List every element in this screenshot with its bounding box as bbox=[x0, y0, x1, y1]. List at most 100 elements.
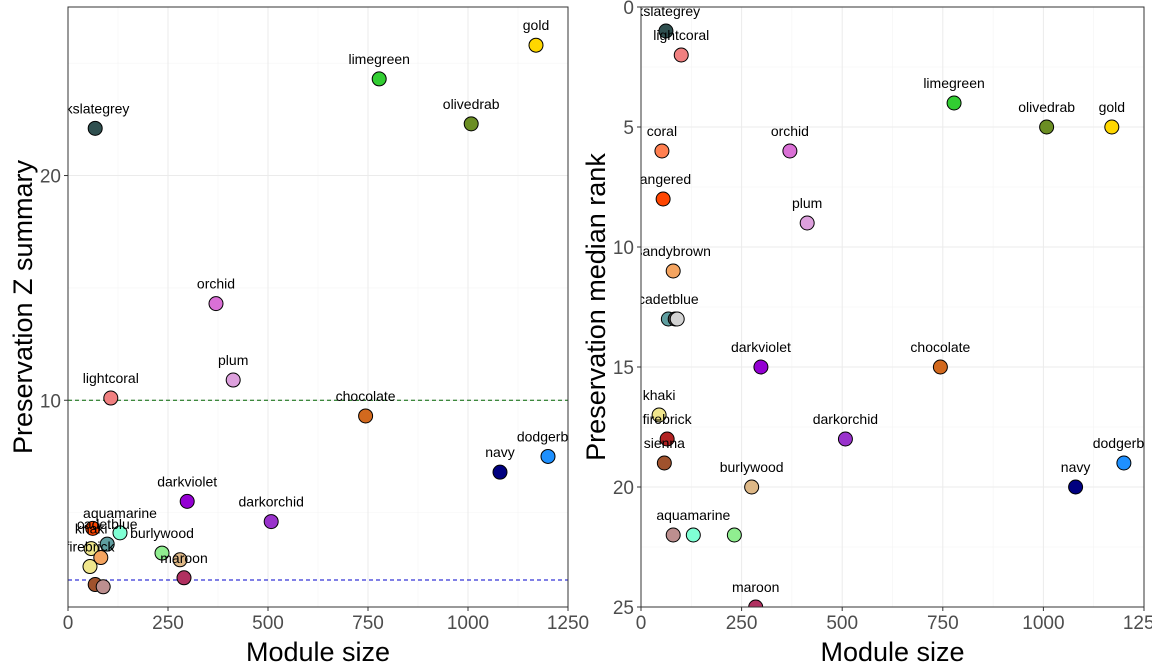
y-tick-label: 0 bbox=[623, 0, 634, 19]
data-label: cadetblue bbox=[638, 291, 699, 307]
y-axis-title: Preservation Z summary bbox=[8, 159, 38, 454]
data-label: rkslategrey bbox=[632, 3, 700, 19]
data-label: limegreen bbox=[923, 75, 984, 91]
data-point-limegreen bbox=[371, 71, 387, 87]
data-point-darkviolet bbox=[753, 359, 769, 375]
data-point bbox=[665, 527, 681, 543]
data-point-aquamarine bbox=[685, 527, 701, 543]
data-label: sandybrown bbox=[635, 243, 711, 259]
data-label: chocolate bbox=[910, 339, 970, 355]
x-tick-label: 500 bbox=[252, 613, 284, 634]
data-label: olivedrab bbox=[1018, 99, 1075, 115]
data-label: burlywood bbox=[720, 459, 784, 475]
data-point-lightcoral bbox=[103, 390, 119, 406]
data-point-chocolate bbox=[932, 359, 948, 375]
data-points: gold limegreen olivedrab rkslategrey orchid p… bbox=[61, 17, 568, 595]
data-points: rkslategrey lightcoral limegreen olivedrab g… bbox=[632, 3, 1152, 607]
data-label: navy bbox=[485, 444, 515, 460]
data-point-firebrick bbox=[659, 431, 675, 447]
grid bbox=[641, 7, 1144, 607]
data-point-maroon bbox=[748, 599, 764, 607]
chart-panel-2: rkslategrey lightcoral limegreen olivedrab g… bbox=[581, 0, 1152, 667]
data-point-olivedrab bbox=[463, 116, 479, 132]
data-point-rkslategrey bbox=[87, 120, 103, 136]
data-label: khaki bbox=[75, 521, 108, 537]
data-point-darkorchid bbox=[837, 431, 853, 447]
data-point-cadetblue bbox=[99, 536, 115, 552]
data-label: darkviolet bbox=[157, 473, 217, 489]
data-point-firebrick bbox=[82, 559, 98, 575]
data-label: maroon bbox=[160, 550, 207, 566]
data-label: khaki bbox=[643, 387, 676, 403]
x-tick-label: 250 bbox=[726, 613, 758, 634]
panel-border bbox=[67, 6, 569, 608]
data-point bbox=[172, 552, 188, 568]
data-point-plum bbox=[799, 215, 815, 231]
data-point-burlywood bbox=[744, 479, 760, 495]
y-tick-label: 20 bbox=[613, 478, 634, 499]
y-tick-label: 10 bbox=[40, 391, 61, 412]
data-label: rkslategrey bbox=[61, 100, 129, 116]
data-label: gold bbox=[523, 17, 549, 33]
data-point bbox=[95, 579, 111, 595]
data-label: chocolate bbox=[336, 388, 396, 404]
data-label: gold bbox=[1099, 99, 1125, 115]
data-label: cadetblue bbox=[77, 516, 138, 532]
data-point-chocolate bbox=[358, 408, 374, 424]
x-tick-label: 250 bbox=[152, 613, 184, 634]
data-label: plum bbox=[792, 195, 822, 211]
x-tick-label: 500 bbox=[826, 613, 858, 634]
data-point-gold bbox=[528, 37, 544, 53]
data-label: orchid bbox=[197, 276, 235, 292]
x-tick-label: 1000 bbox=[1022, 613, 1064, 634]
data-point-orchid bbox=[782, 143, 798, 159]
data-point-khaki bbox=[651, 407, 667, 423]
y-tick-label: 20 bbox=[40, 167, 61, 188]
x-tick-label: 1000 bbox=[447, 613, 489, 634]
data-point-darkviolet bbox=[179, 493, 195, 509]
data-label: darkorchid bbox=[239, 494, 304, 510]
data-label: dodgerblu bbox=[1093, 435, 1152, 451]
data-label: limegreen bbox=[348, 51, 409, 67]
data-point-limegreen bbox=[946, 95, 962, 111]
data-label: coral bbox=[647, 123, 677, 139]
x-axis-title: Module size bbox=[820, 637, 964, 667]
data-label: aquamarine bbox=[656, 507, 730, 523]
data-point-navy bbox=[1068, 479, 1084, 495]
data-label: firebrick bbox=[643, 411, 693, 427]
x-tick-label: 750 bbox=[927, 613, 959, 634]
data-point-olivedrab bbox=[1039, 119, 1055, 135]
data-point-plum bbox=[225, 372, 241, 388]
data-point-rkslategrey bbox=[658, 23, 674, 39]
data-label: olivedrab bbox=[443, 96, 500, 112]
x-tick-label: 750 bbox=[352, 613, 384, 634]
data-point-sienna bbox=[656, 455, 672, 471]
x-tick-label: 0 bbox=[636, 613, 647, 634]
x-axis-title: Module size bbox=[246, 637, 390, 667]
data-label: maroon bbox=[732, 579, 779, 595]
data-point bbox=[669, 311, 685, 327]
data-point-navy bbox=[492, 464, 508, 480]
data-point-rangered bbox=[655, 191, 671, 207]
panel-border bbox=[640, 6, 1145, 608]
data-label: navy bbox=[1061, 459, 1091, 475]
data-point-orchid bbox=[208, 296, 224, 312]
data-label: burlywood bbox=[130, 525, 194, 541]
data-point-sandybrown bbox=[665, 263, 681, 279]
x-tick-label: 0 bbox=[63, 613, 74, 634]
y-axis-title: Preservation median rank bbox=[581, 153, 611, 461]
grid bbox=[68, 7, 568, 607]
data-point-coral bbox=[654, 143, 670, 159]
data-point bbox=[85, 520, 101, 536]
data-label: firebrick bbox=[65, 539, 115, 555]
x-tick-label: 1250 bbox=[547, 613, 589, 634]
x-tick-label: 1250 bbox=[1123, 613, 1152, 634]
data-label: orchid bbox=[771, 123, 809, 139]
data-point-gold bbox=[1104, 119, 1120, 135]
data-point bbox=[726, 527, 742, 543]
data-label: sienna bbox=[644, 435, 685, 451]
chart-panel-1: gold limegreen olivedrab rkslategrey orchid p… bbox=[8, 6, 589, 667]
data-label: rangered bbox=[635, 171, 691, 187]
data-point-darkorchid bbox=[263, 514, 279, 530]
